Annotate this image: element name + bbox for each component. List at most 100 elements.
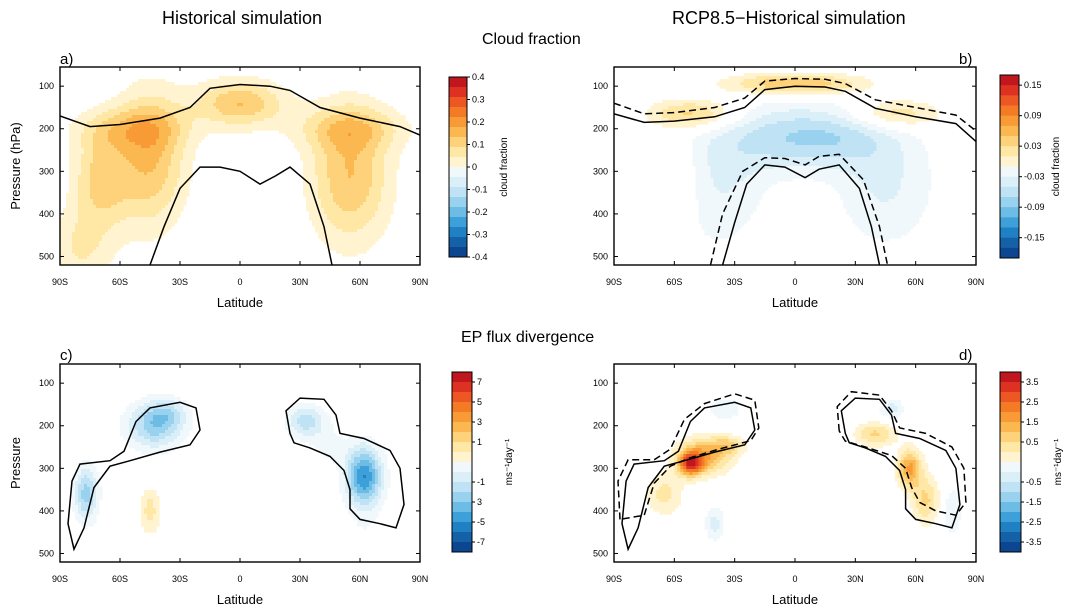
field-cell	[210, 88, 214, 92]
field-cell	[120, 187, 124, 191]
field-cell	[671, 106, 675, 110]
field-cell	[294, 121, 298, 125]
field-cell	[719, 142, 724, 146]
field-cell	[372, 151, 376, 155]
field-cell	[381, 127, 385, 131]
field-cell	[363, 190, 367, 194]
field-cell	[402, 139, 406, 143]
field-cell	[327, 244, 331, 248]
field-cell	[90, 256, 94, 260]
field-cell	[201, 124, 205, 128]
field-cell	[231, 127, 235, 131]
field-cell	[234, 97, 238, 101]
field-cell	[75, 160, 79, 164]
field-cell	[138, 172, 142, 176]
field-cell	[333, 166, 337, 170]
field-cell	[123, 118, 127, 122]
field-cell	[171, 106, 175, 110]
field-cell	[183, 91, 187, 95]
field-cell	[342, 118, 346, 122]
field-cell	[111, 223, 115, 227]
field-cell	[399, 136, 403, 140]
field-cell	[78, 181, 82, 185]
field-cell	[90, 217, 94, 221]
field-cell	[126, 211, 130, 215]
field-cell	[285, 103, 289, 107]
field-cell	[339, 190, 343, 194]
field-cell	[90, 214, 94, 218]
field-cell	[189, 115, 193, 119]
field-cell	[198, 103, 202, 107]
field-cell	[81, 136, 85, 140]
field-cell	[195, 118, 199, 122]
field-cell	[312, 181, 316, 185]
field-cell	[120, 154, 124, 158]
field-cell	[114, 217, 118, 221]
field-cell	[360, 199, 364, 203]
field-cell	[81, 259, 85, 263]
field-cell	[96, 133, 100, 137]
field-cell	[719, 112, 724, 116]
field-cell	[393, 163, 397, 167]
field-cell	[303, 115, 307, 119]
field-cell	[288, 91, 292, 95]
field-cell	[360, 172, 364, 176]
field-cell	[183, 121, 187, 125]
field-cell	[264, 97, 268, 101]
field-cell	[381, 133, 385, 137]
field-cell	[126, 181, 130, 185]
field-cell	[698, 145, 703, 149]
field-cell	[81, 217, 85, 221]
field-cell	[378, 187, 382, 191]
field-cell	[288, 94, 292, 98]
field-cell	[656, 106, 660, 110]
field-cell	[99, 193, 103, 197]
field-cell	[147, 115, 151, 119]
field-cell	[75, 181, 79, 185]
field-cell	[662, 121, 666, 125]
field-cell	[716, 193, 721, 197]
field-cell	[369, 181, 373, 185]
field-cell	[315, 151, 319, 155]
field-cell	[123, 214, 127, 218]
field-cell	[243, 88, 247, 92]
field-cell	[333, 199, 337, 203]
field-cell	[252, 82, 256, 86]
field-cell	[375, 151, 379, 155]
field-cell	[93, 202, 97, 206]
field-cell	[123, 100, 127, 104]
field-cell	[132, 175, 136, 179]
field-cell	[330, 208, 334, 212]
field-cell	[707, 214, 712, 218]
field-cell	[90, 166, 94, 170]
field-cell	[129, 196, 133, 200]
field-cell	[716, 175, 721, 179]
field-cell	[186, 154, 190, 158]
field-cell	[93, 232, 97, 236]
field-cell	[174, 133, 178, 137]
field-cell	[357, 187, 361, 191]
field-cell	[363, 223, 367, 227]
field-cell	[78, 211, 82, 215]
field-cell	[384, 160, 388, 164]
field-cell	[99, 121, 103, 125]
field-cell	[264, 94, 268, 98]
field-cell	[318, 121, 322, 125]
field-cell	[165, 190, 169, 194]
field-cell	[309, 151, 313, 155]
field-cell	[237, 112, 241, 116]
field-cell	[162, 136, 166, 140]
field-cell	[330, 112, 334, 116]
field-cell	[264, 91, 268, 95]
field-cell	[375, 223, 379, 227]
field-cell	[96, 139, 100, 143]
field-cell	[213, 127, 217, 131]
field-cell	[369, 202, 373, 206]
field-cell	[126, 214, 130, 218]
field-cell	[677, 103, 681, 107]
field-cell	[105, 262, 109, 265]
field-cell	[357, 211, 361, 215]
field-cell	[219, 127, 223, 131]
colorbar-tick-label: -0.2	[472, 207, 488, 217]
field-cell	[237, 79, 241, 83]
